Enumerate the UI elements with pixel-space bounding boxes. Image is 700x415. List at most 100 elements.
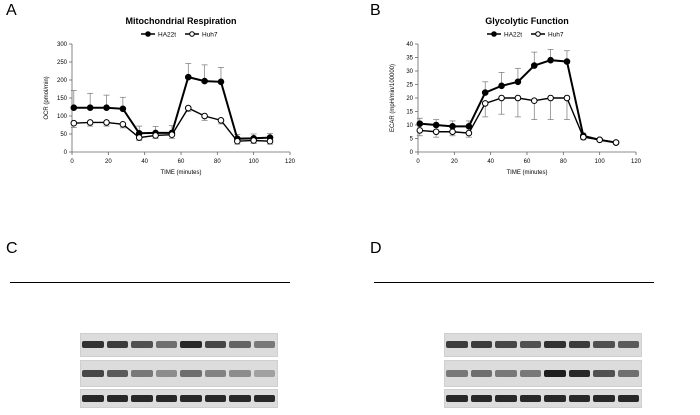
data-point [135,134,143,141]
x-tick-label: 60 [524,159,531,165]
y-tick-label: 10 [406,123,413,129]
x-axis-label: TIME (minutes) [506,170,547,176]
chart-glycolytic-function: Glycolytic Function HA22t Huh7 0 5 10 15 20 25 30… [390,16,642,176]
data-point [449,128,456,136]
legend-marker-ha22t [145,31,151,37]
data-point [201,77,208,85]
blot-band [495,369,517,377]
y-tick-label: 40 [406,42,413,48]
y-tick-label: 15 [406,110,413,116]
data-point [498,82,505,90]
data-point [86,104,94,112]
blot-band [617,369,639,377]
blot-band [106,341,128,348]
data-point [70,104,78,112]
blot-band [617,341,639,348]
x-tick-label: 0 [416,159,420,165]
legend-label-ha22t: HA22t [158,32,176,39]
data-point [266,137,274,145]
y-tick-label: 50 [60,132,67,138]
blot-band [131,369,153,377]
blot-band [495,394,517,402]
x-tick-label: 80 [214,159,221,165]
x-axis-label: TIME (minutes) [160,170,201,176]
data-point [432,121,440,129]
blot-band [253,341,275,348]
data-point [612,139,620,146]
blot-band [253,369,275,377]
data-point [481,100,489,107]
blot-band [253,394,275,402]
x-tick-label: 40 [487,159,494,165]
y-tick-label: 0 [64,150,68,156]
data-point [217,117,225,124]
legend-marker-ha22t [491,31,497,37]
blot-band [155,369,177,377]
series-huh7 [70,104,274,145]
y-tick-label: 25 [406,83,413,89]
data-point [201,112,208,120]
y-tick-label: 150 [57,96,68,102]
x-tick-label: 80 [560,159,567,165]
blot-band [593,394,615,402]
blot-band [544,394,566,402]
blot-band [446,341,468,348]
data-point [498,94,505,102]
blot-band [446,394,468,402]
data-point [119,120,127,128]
x-tick-label: 60 [178,159,185,165]
panel-letter-b: B [370,2,381,19]
blot-band [229,341,251,348]
data-point [596,136,603,144]
data-point [217,78,225,86]
data-point [184,104,192,112]
data-point [86,119,94,126]
x-tick-label: 0 [70,159,74,165]
y-tick-label: 100 [57,114,68,120]
panel-letter-c: C [6,240,18,257]
blot-band [180,394,202,402]
x-tick-label: 20 [105,159,112,165]
blot-band [229,369,251,377]
data-point [184,73,192,81]
blot-band [180,341,202,348]
blot-band [568,341,590,348]
blot-band [106,369,128,377]
series-ha22t [70,63,274,142]
blot-band [131,341,153,348]
blot-band [593,369,615,377]
x-tick-label: 20 [451,159,458,165]
x-tick-label: 100 [595,159,606,165]
blot-band [568,369,590,377]
data-point [119,105,127,113]
x-tick-label: 120 [285,159,296,165]
blot-band [544,341,566,348]
y-tick-label: 300 [57,42,68,48]
data-point [514,94,522,102]
chart-title: Glycolytic Function [485,16,569,26]
legend-label-ha22t: HA22t [504,32,522,39]
blot-band [446,369,468,377]
y-tick-label: 0 [410,150,414,156]
blot-band [82,341,104,348]
data-point [547,94,554,102]
legend-label-huh7: Huh7 [548,32,564,39]
data-point [70,119,78,127]
data-point [449,123,456,130]
series-huh7 [416,94,620,146]
chart-mitochondrial-respiration: Mitochondrial Respiration HA22t Huh7 0 50 100… [44,16,296,176]
blot-band [544,369,566,377]
blot-strip [80,389,278,408]
blot-band [617,394,639,402]
blot-band [131,394,153,402]
data-point [580,133,587,141]
y-tick-label: 20 [406,96,413,102]
data-point [432,128,440,136]
blot-band [155,341,177,348]
y-axis-label: ECAR (mpH/min/100000) [390,64,396,132]
data-point [152,132,159,139]
x-tick-label: 120 [631,159,642,165]
data-point [481,89,489,96]
panel-letter-d: D [370,240,382,257]
legend-marker-huh7 [189,31,195,37]
